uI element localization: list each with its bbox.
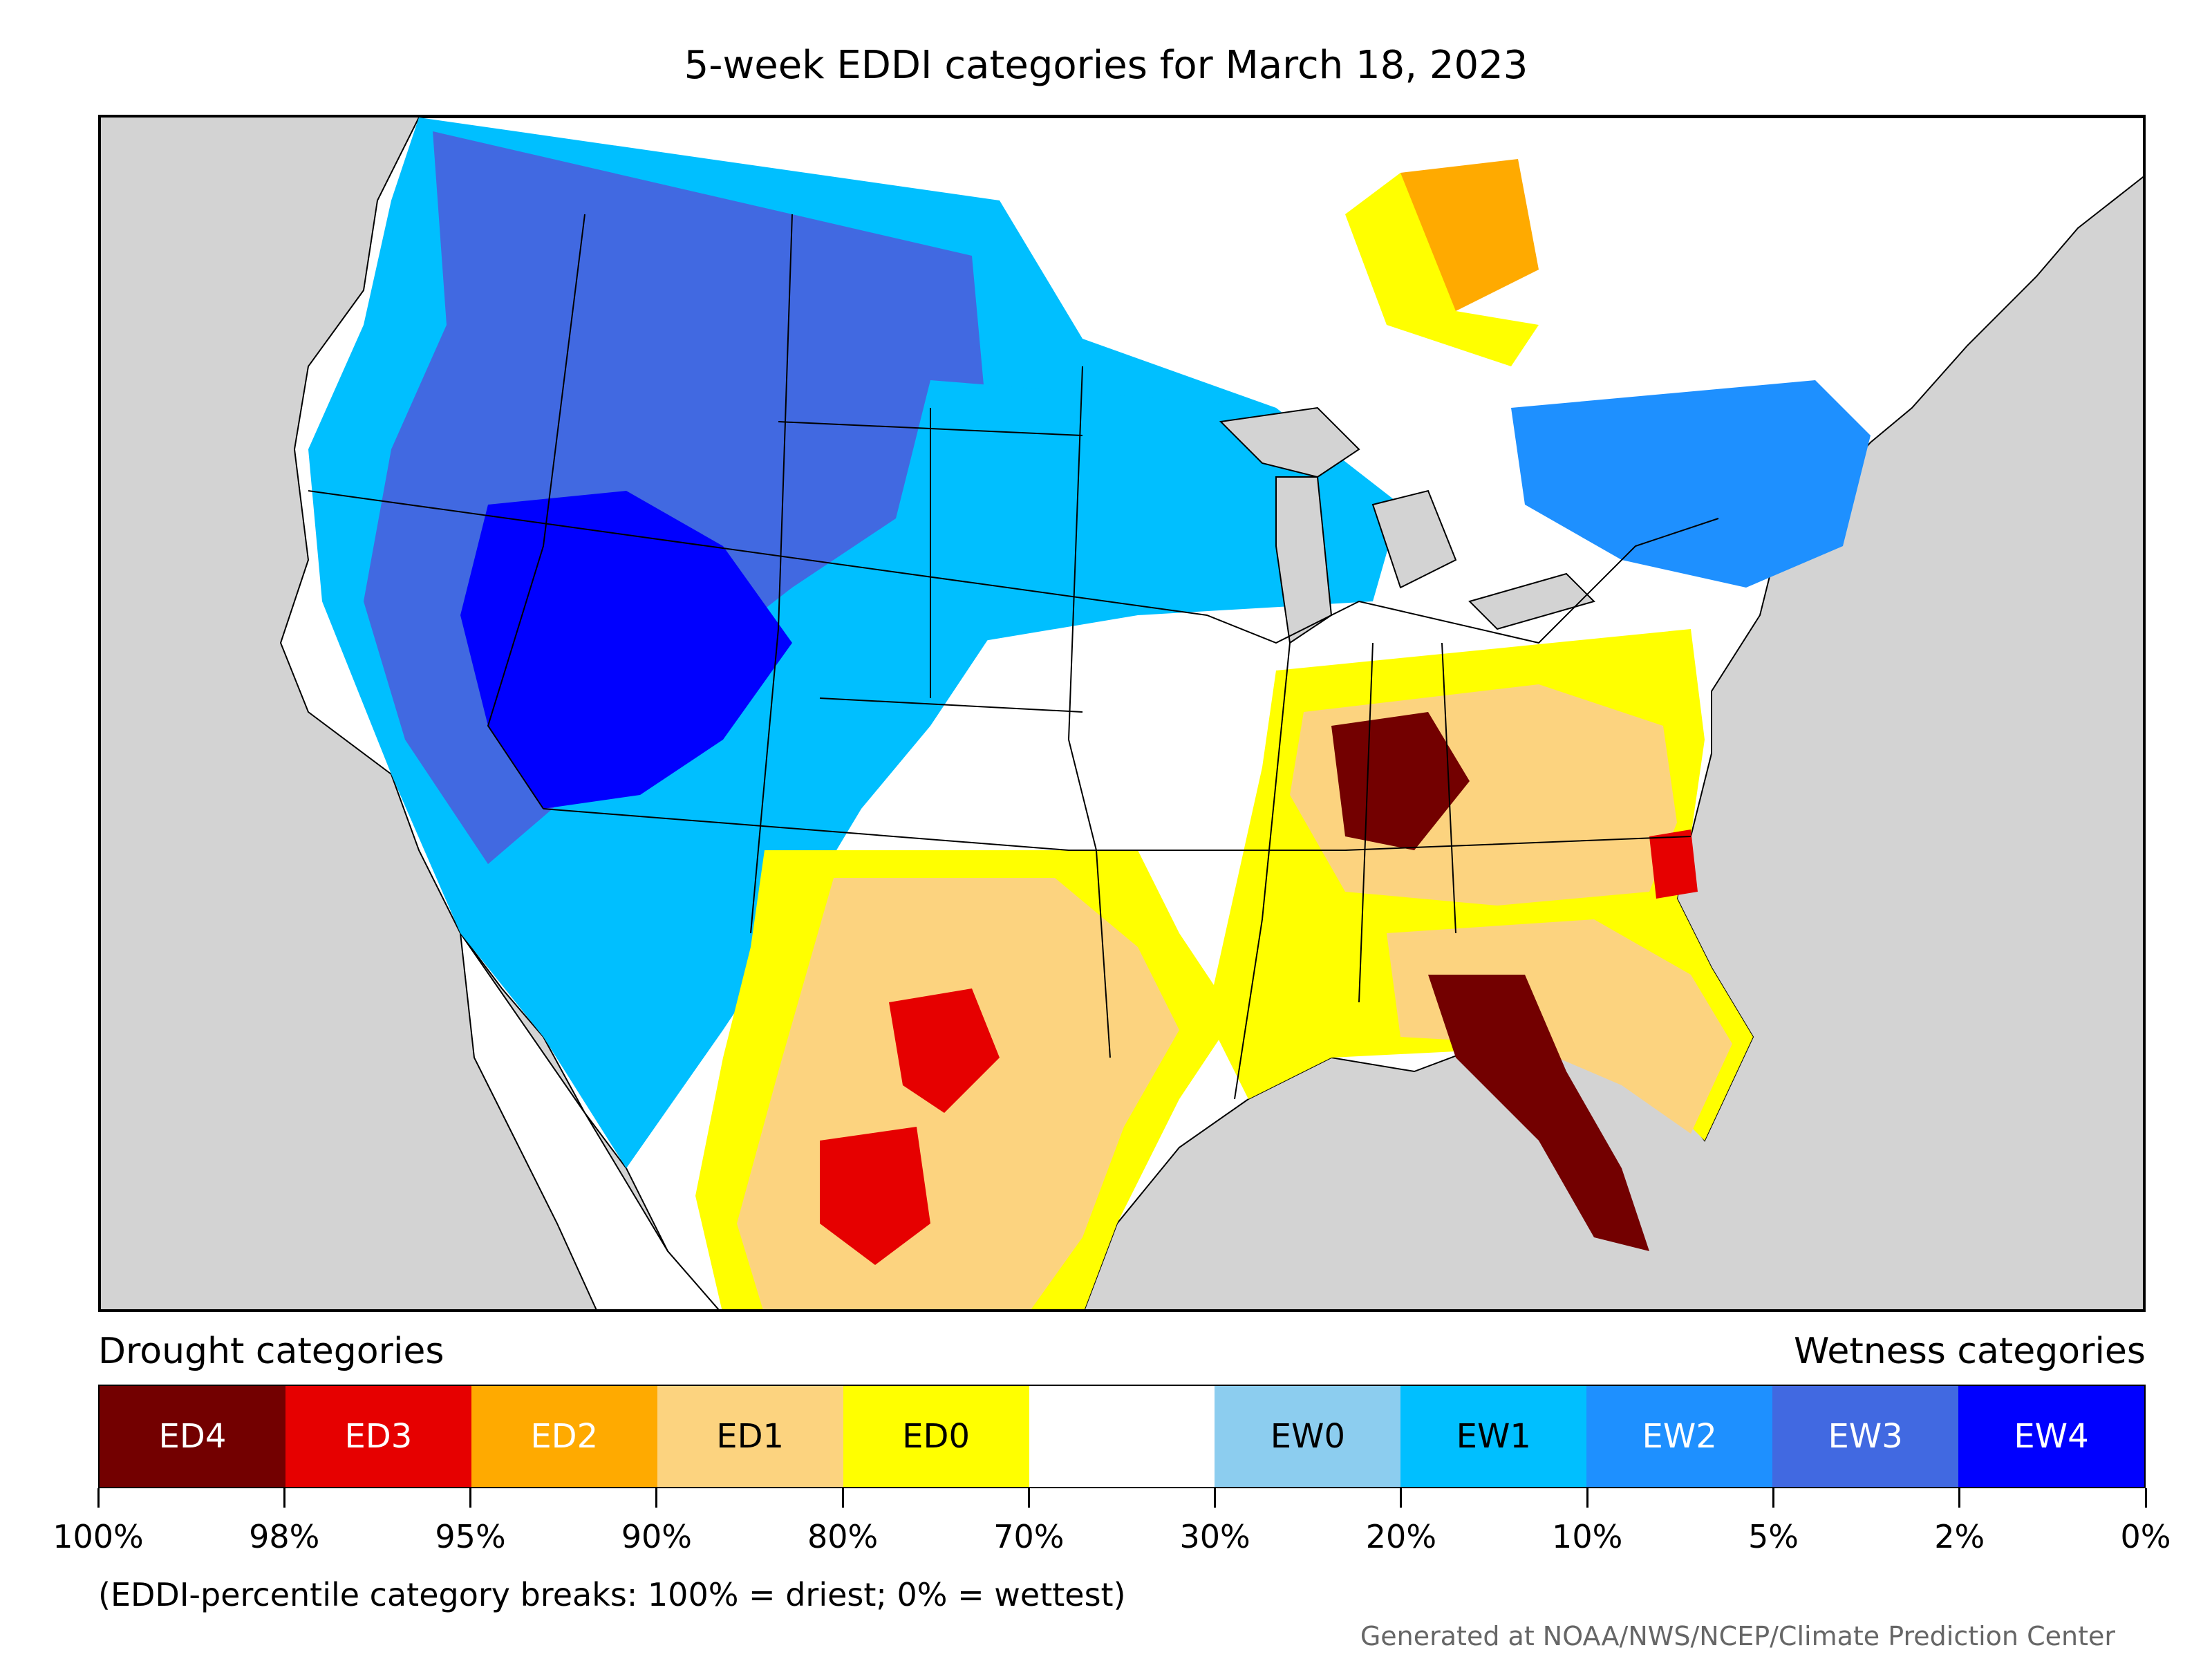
colorbar-tick-label: 70% (993, 1518, 1065, 1555)
colorbar-tick-label: 0% (2120, 1518, 2171, 1555)
colorbar-tick (1400, 1488, 1403, 1508)
colorbar-tick (97, 1488, 100, 1508)
colorbar-cell-ew2: EW2 (1586, 1386, 1773, 1487)
colorbar-cell-ed3: ED3 (285, 1386, 471, 1487)
eddi-map-svg (279, 118, 2143, 1309)
colorbar-tick (469, 1488, 472, 1508)
colorbar-cell-ew3: EW3 (1772, 1386, 1959, 1487)
colorbar-cell-ew0: EW0 (1215, 1386, 1401, 1487)
category-colorbar: ED4 ED3 ED2 ED1 ED0 EW0 EW1 EW2 EW3 EW4 (98, 1385, 2146, 1488)
colorbar-tick (1586, 1488, 1588, 1508)
great-lakes (1219, 406, 1595, 644)
dry-region-florida-ed4 (1428, 975, 1649, 1251)
colorbar-cell-ed0: ED0 (843, 1386, 1029, 1487)
colorbar-tick-label: 90% (621, 1518, 692, 1555)
percentile-note: (EDDI-percentile category breaks: 100% =… (98, 1576, 1126, 1613)
colorbar-tick (1027, 1488, 1030, 1508)
credit-text: Generated at NOAA/NWS/NCEP/Climate Predi… (1360, 1621, 2115, 1651)
eddi-map (98, 115, 2146, 1312)
colorbar-tick (841, 1488, 844, 1508)
political-borders (308, 214, 1719, 1100)
colorbar-tick-label: 95% (435, 1518, 506, 1555)
wet-region-great-basin-ew4 (460, 491, 792, 809)
colorbar-cell-ed2: ED2 (471, 1386, 657, 1487)
colorbar-tick (655, 1488, 658, 1508)
colorbar-tick-label: 10% (1552, 1518, 1623, 1555)
colorbar-ticks (97, 1488, 2147, 1509)
wet-region-northeast-ew2 (1511, 380, 1871, 588)
dry-region-texas-ed3 (889, 988, 1000, 1113)
land-mexico (460, 932, 720, 1309)
wetness-categories-label: Wetness categories (1794, 1331, 2146, 1372)
colorbar-tick (2144, 1488, 2147, 1508)
colorbar-cell-ed4: ED4 (100, 1386, 285, 1487)
colorbar-tick (1772, 1488, 1774, 1508)
colorbar-tick-label: 5% (1747, 1518, 1799, 1555)
colorbar-tick (283, 1488, 285, 1508)
colorbar-tick-label: 80% (807, 1518, 879, 1555)
colorbar-tick-label: 2% (1934, 1518, 1985, 1555)
colorbar-tick-label: 20% (1365, 1518, 1437, 1555)
colorbar-tick (1214, 1488, 1217, 1508)
colorbar-tick-label: 100% (53, 1518, 144, 1555)
drought-categories-label: Drought categories (98, 1331, 444, 1372)
colorbar-cell-ew1: EW1 (1400, 1386, 1587, 1487)
colorbar-tick-label: 98% (249, 1518, 320, 1555)
dry-region-south-texas-ed3 (820, 1127, 930, 1265)
colorbar-tick-label: 30% (1179, 1518, 1250, 1555)
colorbar-tick (1958, 1488, 1961, 1508)
colorbar-cell-normal (1029, 1386, 1215, 1487)
dry-region-southeast-ed1 (1387, 919, 1732, 1134)
map-title: 5-week EDDI categories for March 18, 202… (684, 43, 1528, 88)
colorbar-cell-ew4: EW4 (1958, 1386, 2144, 1487)
dry-region-nc-ed3 (1649, 830, 1698, 899)
colorbar-cell-ed1: ED1 (657, 1386, 843, 1487)
dry-region-quebec-ed0 (1345, 173, 1539, 366)
